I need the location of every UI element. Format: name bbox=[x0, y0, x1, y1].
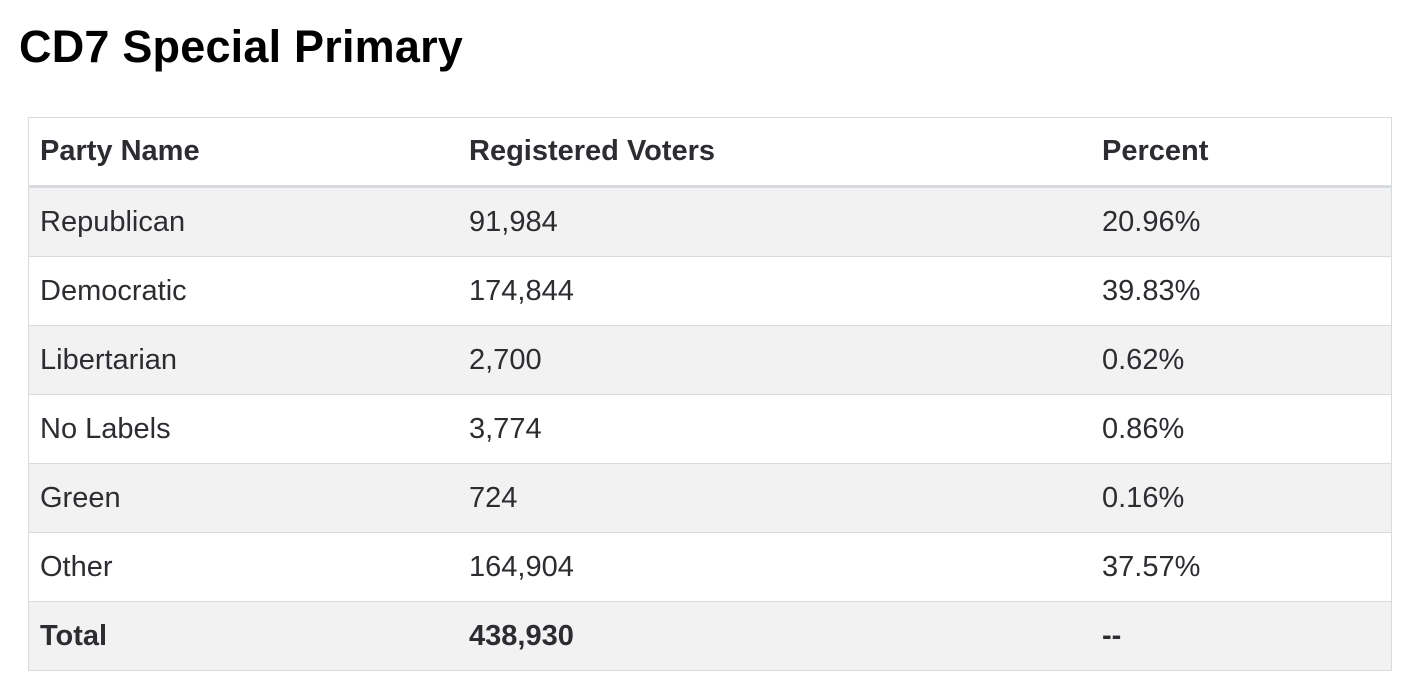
table-body: Republican 91,984 20.96% Democratic 174,… bbox=[29, 186, 1391, 670]
percent-cell: 0.62% bbox=[1091, 325, 1391, 395]
page-title: CD7 Special Primary bbox=[19, 21, 464, 72]
table-row: Libertarian 2,700 0.62% bbox=[29, 325, 1391, 395]
total-voters-cell: 438,930 bbox=[458, 601, 1091, 670]
percent-cell: 39.83% bbox=[1091, 256, 1391, 326]
total-label-cell: Total bbox=[29, 601, 458, 670]
registered-voters-cell: 2,700 bbox=[458, 325, 1091, 395]
total-percent-cell: -- bbox=[1091, 601, 1391, 670]
table-row: Other 164,904 37.57% bbox=[29, 532, 1391, 602]
party-name-cell: Democratic bbox=[29, 256, 458, 326]
data-table: Party Name Registered Voters Percent Rep… bbox=[29, 118, 1391, 670]
percent-cell: 20.96% bbox=[1091, 186, 1391, 257]
percent-cell: 37.57% bbox=[1091, 532, 1391, 602]
table-row: Democratic 174,844 39.83% bbox=[29, 256, 1391, 326]
registered-voters-cell: 164,904 bbox=[458, 532, 1091, 602]
table-header: Party Name Registered Voters Percent bbox=[29, 118, 1391, 188]
column-header-registered-voters: Registered Voters bbox=[458, 118, 1091, 188]
party-name-cell: Libertarian bbox=[29, 325, 458, 395]
percent-cell: 0.16% bbox=[1091, 463, 1391, 533]
party-name-cell: No Labels bbox=[29, 394, 458, 464]
party-name-cell: Green bbox=[29, 463, 458, 533]
registered-voters-cell: 3,774 bbox=[458, 394, 1091, 464]
registered-voters-cell: 724 bbox=[458, 463, 1091, 533]
party-name-cell: Republican bbox=[29, 186, 458, 257]
table-row: Republican 91,984 20.96% bbox=[29, 186, 1391, 257]
header-row: Party Name Registered Voters Percent bbox=[29, 118, 1391, 188]
registered-voters-cell: 174,844 bbox=[458, 256, 1091, 326]
table-row: Green 724 0.16% bbox=[29, 463, 1391, 533]
party-name-cell: Other bbox=[29, 532, 458, 602]
column-header-party-name: Party Name bbox=[29, 118, 458, 188]
table-row: No Labels 3,774 0.86% bbox=[29, 394, 1391, 464]
percent-cell: 0.86% bbox=[1091, 394, 1391, 464]
column-header-percent: Percent bbox=[1091, 118, 1391, 188]
voter-registration-table: Party Name Registered Voters Percent Rep… bbox=[28, 117, 1392, 671]
total-row: Total 438,930 -- bbox=[29, 601, 1391, 670]
registered-voters-cell: 91,984 bbox=[458, 186, 1091, 257]
